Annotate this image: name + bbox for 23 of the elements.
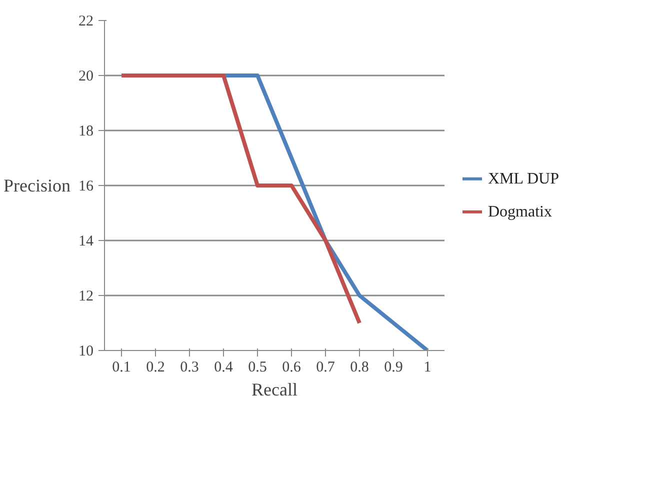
x-tick-label: 0.9	[384, 360, 403, 376]
x-tick-label: 0.1	[112, 360, 131, 376]
x-tick-label: 0.4	[214, 360, 234, 376]
x-tick-label: 0.5	[248, 360, 267, 376]
y-tick-label: 20	[78, 68, 94, 84]
x-tick-label: 0.7	[316, 360, 336, 376]
x-tick-label: 0.6	[282, 360, 302, 376]
legend-label: Dogmatix	[488, 203, 552, 220]
y-tick-label: 10	[78, 344, 94, 360]
x-tick-label: 0.8	[350, 360, 369, 376]
x-tick-label: 1	[424, 360, 432, 376]
y-tick-label: 14	[78, 234, 94, 250]
y-tick-label: 22	[78, 14, 94, 30]
y-tick-label: 18	[78, 124, 94, 140]
y-axis-title: Precision	[4, 176, 71, 196]
y-tick-label: 16	[78, 178, 94, 194]
line-series	[222, 74, 430, 350]
x-axis-title: Recall	[252, 380, 298, 400]
x-tick-label: 0.2	[146, 360, 165, 376]
y-tick-label: 12	[78, 288, 94, 304]
line-series	[120, 74, 362, 325]
x-tick-label: 0.3	[180, 360, 199, 376]
legend-label: XML DUP	[488, 170, 560, 188]
